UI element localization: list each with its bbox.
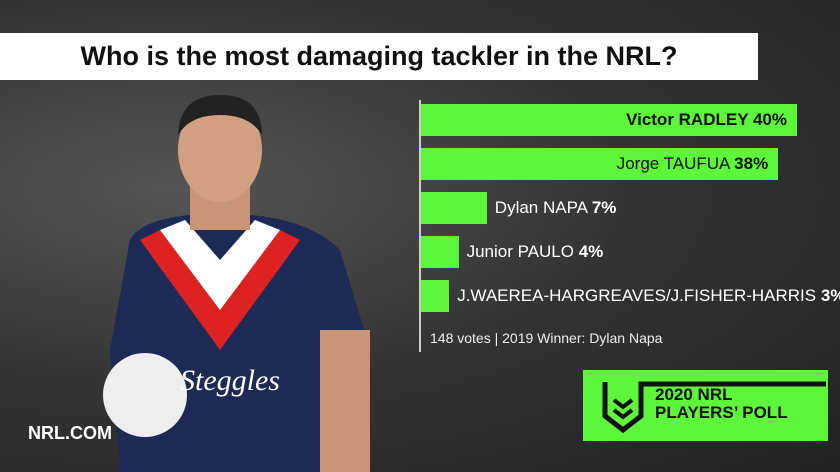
value-label: 38% [734, 154, 769, 173]
category-label: Dylan NAPA [494, 198, 592, 217]
bar [421, 192, 487, 224]
value-label: 3% [820, 286, 840, 305]
svg-text:Steggles: Steggles [180, 364, 280, 397]
badge-line2: PLAYERS’ POLL [655, 403, 788, 422]
value-label: 7% [591, 198, 617, 217]
bar-label: Dylan NAPA 7% [495, 192, 617, 224]
bar-label: Junior PAULO 4% [467, 236, 604, 268]
value-label: 40% [752, 110, 787, 129]
bar-label: Victor RADLEY 40% [626, 104, 787, 136]
category-label: J.WAEREA-HARGREAVES/J.FISHER-HARRIS [457, 286, 821, 305]
footnote: 148 votes | 2019 Winner: Dylan Napa [430, 330, 663, 346]
category-label: Junior PAULO [466, 242, 579, 261]
bar-label: J.WAEREA-HARGREAVES/J.FISHER-HARRIS 3% [457, 280, 840, 312]
category-label: Jorge TAUFUA [616, 154, 735, 173]
bar [421, 280, 450, 312]
chart-axis [419, 100, 421, 352]
badge-line1: 2020 NRL [655, 385, 733, 404]
bar-label: Jorge TAUFUA 38% [617, 148, 769, 180]
page-title: Who is the most damaging tackler in the … [0, 33, 758, 80]
nrl-logo: NRL.COM [28, 423, 112, 443]
bar [421, 148, 779, 180]
bar [421, 236, 459, 268]
player-photo: Steggles [103, 95, 370, 472]
bar [421, 104, 797, 136]
category-label: Victor RADLEY [626, 110, 753, 129]
players-poll-badge: 2020 NRL PLAYERS’ POLL [583, 370, 828, 441]
value-label: 4% [578, 242, 604, 261]
nrl-shield-icon [602, 381, 826, 434]
